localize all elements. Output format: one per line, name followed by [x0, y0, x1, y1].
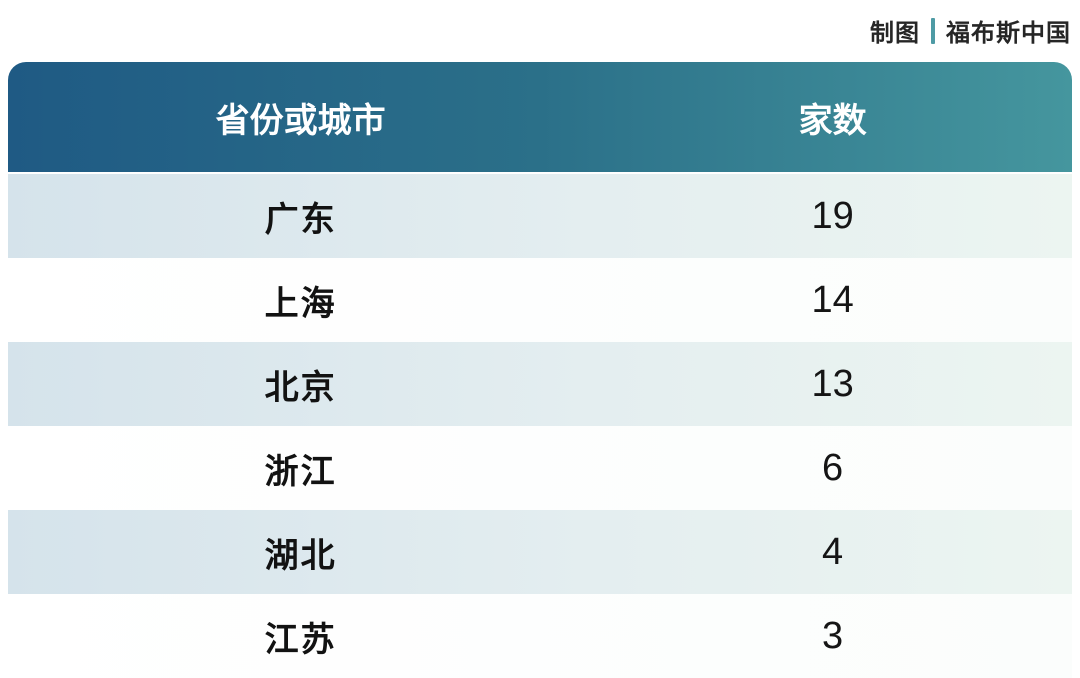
province-count-table: 省份或城市 家数 广东 19 上海 14 北京 13 浙江 6 湖北 4 江苏 … [8, 62, 1072, 678]
table-header-row: 省份或城市 家数 [8, 62, 1072, 172]
count-cell: 14 [811, 278, 854, 321]
count-cell: 4 [822, 530, 844, 573]
count-cell: 6 [822, 446, 844, 489]
region-cell: 广东 [264, 200, 337, 239]
header-cell-region: 省份或城市 [215, 101, 386, 140]
region-cell: 江苏 [264, 620, 337, 659]
table-row: 浙江 6 [8, 426, 1072, 510]
table-body: 广东 19 上海 14 北京 13 浙江 6 湖北 4 江苏 3 [8, 172, 1072, 678]
count-cell: 3 [822, 614, 844, 657]
region-cell: 北京 [264, 368, 337, 407]
credit-label: 制图 [870, 20, 920, 47]
table-row: 北京 13 [8, 342, 1072, 426]
credit-line: 制图 福布斯中国 [870, 13, 1071, 48]
table-row: 江苏 3 [8, 594, 1072, 678]
count-cell: 13 [811, 362, 854, 405]
table-row: 广东 19 [8, 174, 1072, 258]
region-cell: 湖北 [264, 536, 337, 575]
count-cell: 19 [811, 194, 854, 237]
credit-source: 福布斯中国 [946, 20, 1071, 47]
region-cell: 上海 [264, 284, 337, 323]
header-cell-count: 家数 [798, 101, 867, 140]
region-cell: 浙江 [264, 452, 337, 491]
table-row: 湖北 4 [8, 510, 1072, 594]
vertical-bar-icon [931, 17, 935, 44]
table-row: 上海 14 [8, 258, 1072, 342]
